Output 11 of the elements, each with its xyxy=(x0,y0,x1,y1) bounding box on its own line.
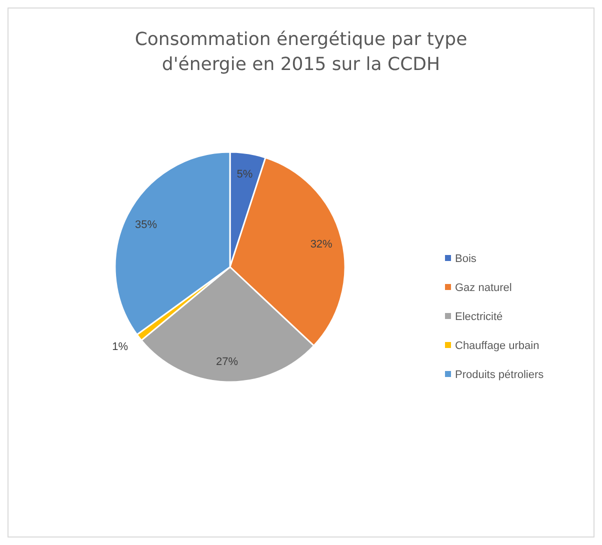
legend-label: Bois xyxy=(455,252,477,265)
data-label: 32% xyxy=(310,238,333,250)
data-label: 35% xyxy=(134,219,158,232)
data-label: 1% xyxy=(112,340,128,353)
data-label: 5% xyxy=(236,168,253,181)
data-label: 27% xyxy=(216,356,238,368)
legend-label: Produits pétroliers xyxy=(455,368,544,381)
legend-label: Gaz naturel xyxy=(455,282,512,294)
chart-title: Consommation énergétique par type d'énergie en 2015 sur la CCDH xyxy=(134,29,468,75)
legend-label: Chauffage urbain xyxy=(455,340,540,352)
legend-label: Electricité xyxy=(455,310,503,323)
